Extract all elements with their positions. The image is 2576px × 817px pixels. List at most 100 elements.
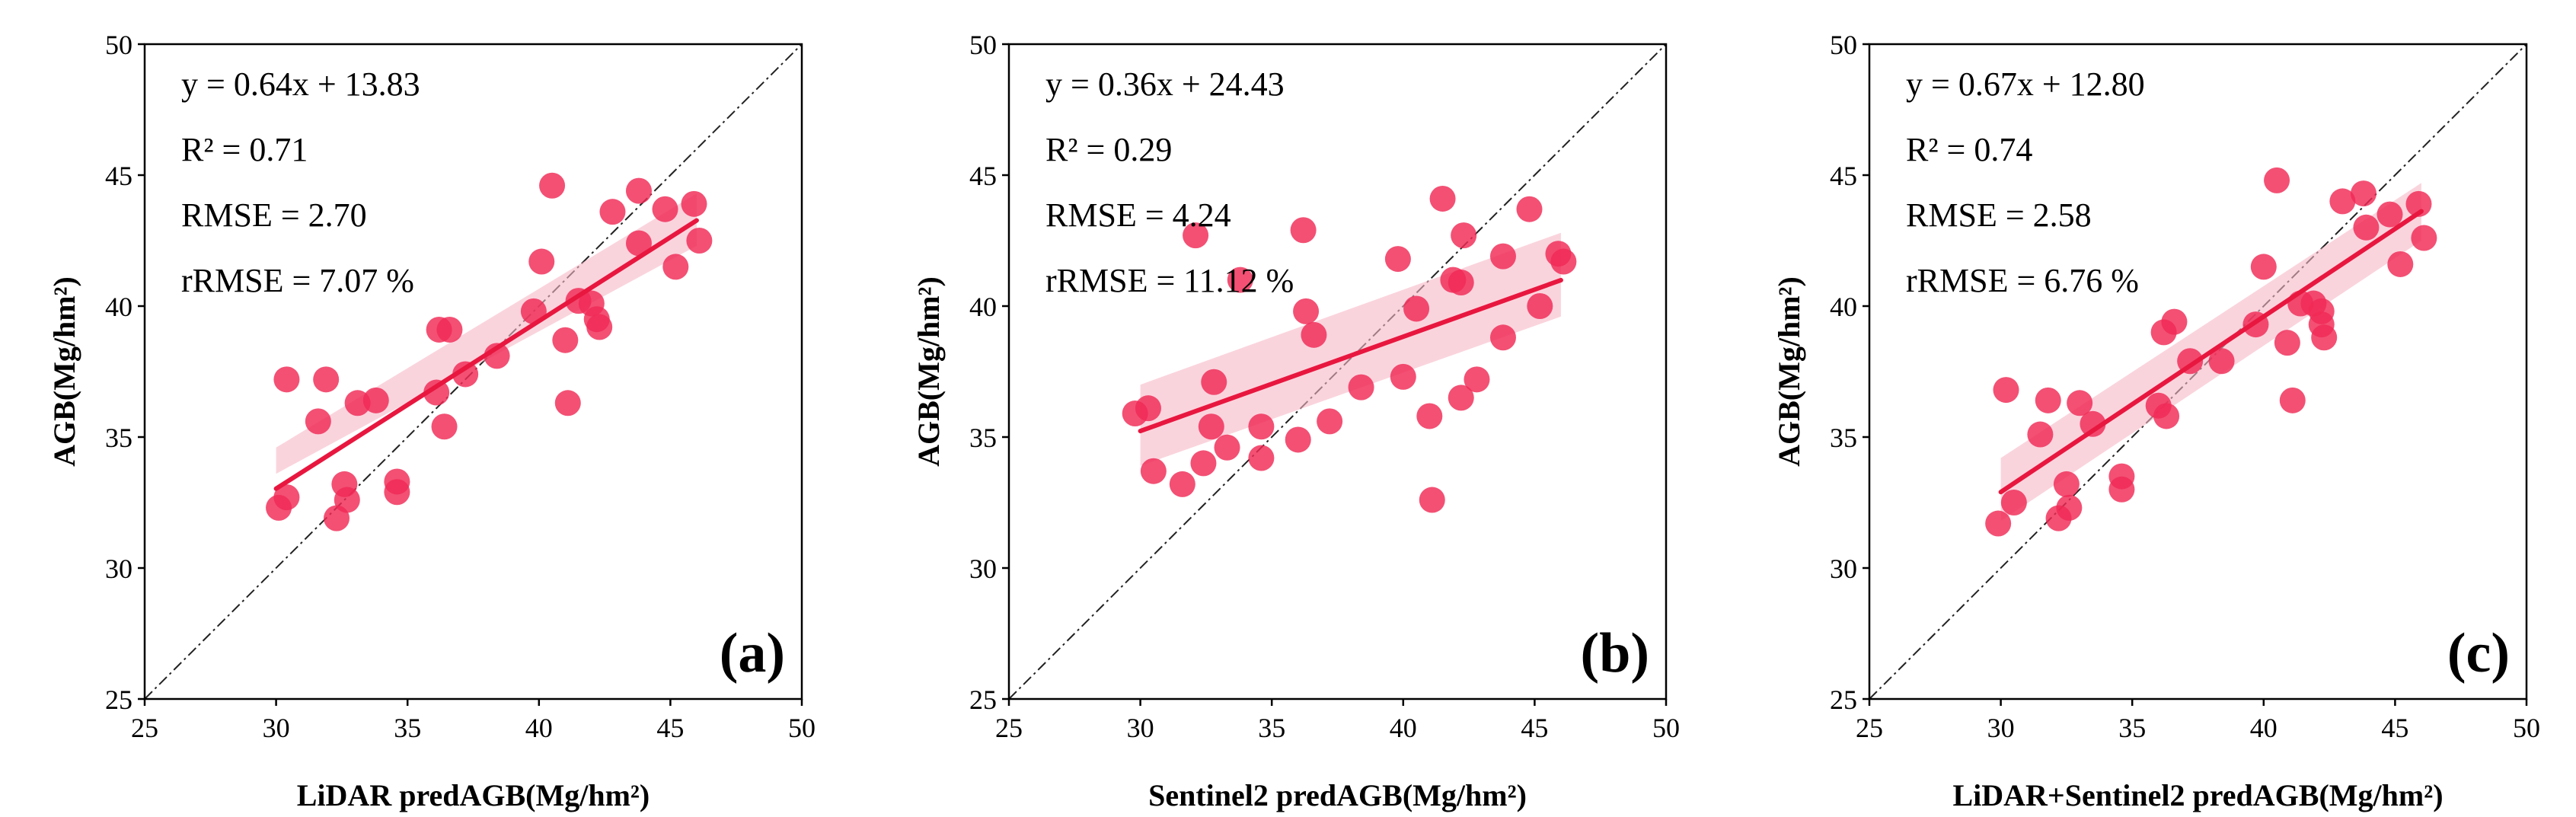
x-tick-label: 35 bbox=[394, 713, 421, 743]
data-point bbox=[681, 190, 707, 217]
data-point bbox=[1416, 403, 1443, 429]
x-tick-label: 35 bbox=[1258, 713, 1285, 743]
y-tick-label: 30 bbox=[105, 554, 132, 584]
stat-line: RMSE = 2.70 bbox=[181, 196, 367, 234]
x-tick-label: 50 bbox=[2513, 713, 2540, 743]
data-point bbox=[552, 327, 579, 353]
x-tick-label: 45 bbox=[656, 713, 684, 743]
data-point bbox=[273, 366, 300, 393]
data-point bbox=[2056, 494, 2083, 521]
data-point bbox=[1214, 434, 1240, 461]
data-point bbox=[2387, 251, 2414, 277]
data-point bbox=[1464, 366, 1490, 393]
data-point bbox=[2208, 348, 2235, 375]
data-point bbox=[1248, 445, 1275, 471]
panel-label: (b) bbox=[1581, 622, 1649, 685]
data-point bbox=[1248, 413, 1275, 440]
y-tick-label: 25 bbox=[105, 685, 132, 715]
data-point bbox=[2405, 190, 2432, 217]
stat-line: rRMSE = 11.12 % bbox=[1045, 262, 1294, 299]
data-point bbox=[1993, 377, 2019, 404]
data-point bbox=[2080, 410, 2106, 437]
data-point bbox=[2274, 330, 2300, 356]
data-point bbox=[1985, 510, 2012, 537]
data-point bbox=[2329, 188, 2356, 215]
y-tick-label: 30 bbox=[969, 554, 997, 584]
y-tick-label: 45 bbox=[1830, 161, 1857, 191]
data-point bbox=[2067, 390, 2093, 416]
data-point bbox=[1190, 450, 1217, 477]
data-point bbox=[2000, 490, 2027, 515]
data-point bbox=[362, 387, 389, 413]
x-axis-title: LiDAR+Sentinel2 predAGB(Mg/hm²) bbox=[1952, 778, 2443, 812]
x-tick-label: 45 bbox=[1521, 713, 1548, 743]
data-point bbox=[334, 487, 360, 513]
data-point bbox=[1448, 385, 1474, 411]
y-tick-label: 35 bbox=[1830, 423, 1857, 453]
y-tick-label: 30 bbox=[1830, 554, 1857, 584]
data-point bbox=[1527, 293, 1553, 319]
data-point bbox=[1301, 321, 1327, 348]
x-tick-label: 40 bbox=[525, 713, 553, 743]
data-point bbox=[1201, 369, 1227, 395]
data-point bbox=[2108, 476, 2135, 503]
plot-frame bbox=[1007, 43, 1668, 701]
stat-line: RMSE = 2.58 bbox=[1906, 196, 2092, 234]
data-point bbox=[1290, 217, 1317, 244]
stat-line: y = 0.67x + 12.80 bbox=[1906, 65, 2145, 103]
data-point bbox=[1227, 266, 1253, 293]
x-tick-label: 50 bbox=[1652, 713, 1680, 743]
data-point bbox=[313, 366, 340, 393]
data-point bbox=[1451, 222, 1477, 249]
plot-frame bbox=[1868, 43, 2528, 701]
stat-line: rRMSE = 7.07 % bbox=[181, 262, 414, 299]
data-point bbox=[1489, 243, 1516, 270]
data-point bbox=[625, 177, 652, 204]
y-tick-label: 45 bbox=[105, 161, 132, 191]
data-point bbox=[1516, 196, 1543, 222]
y-tick-label: 40 bbox=[969, 292, 997, 322]
x-tick-label: 30 bbox=[1987, 713, 2015, 743]
x-axis-title: LiDAR predAGB(Mg/hm²) bbox=[297, 778, 650, 812]
data-point bbox=[625, 230, 652, 257]
scatter-panel-2: 25 30 35 40 45 50 25 30 35 40 45 50 Sentinel2 predAG… bbox=[911, 30, 1680, 812]
data-point bbox=[2376, 201, 2403, 228]
data-point bbox=[2027, 421, 2054, 448]
data-point bbox=[2353, 214, 2380, 241]
data-point bbox=[452, 361, 479, 388]
data-point bbox=[2264, 167, 2290, 193]
y-tick-label: 25 bbox=[1830, 685, 1857, 715]
data-point bbox=[2053, 471, 2080, 497]
data-point bbox=[423, 379, 450, 406]
data-point bbox=[384, 479, 410, 506]
data-point bbox=[1140, 458, 1167, 484]
data-point bbox=[599, 199, 626, 225]
data-point bbox=[1285, 426, 1311, 453]
data-point bbox=[2161, 308, 2188, 335]
data-point bbox=[436, 316, 463, 343]
x-tick-label: 40 bbox=[2250, 713, 2278, 743]
y-tick-label: 25 bbox=[969, 685, 997, 715]
x-tick-label: 45 bbox=[2381, 713, 2408, 743]
data-point bbox=[1390, 363, 1416, 390]
y-tick-label: 35 bbox=[969, 423, 997, 453]
panel-label: (c) bbox=[2447, 622, 2510, 685]
panel-label: (a) bbox=[720, 622, 785, 685]
data-point bbox=[652, 196, 678, 222]
data-point bbox=[528, 248, 555, 275]
data-point bbox=[1448, 270, 1474, 296]
y-tick-label: 50 bbox=[105, 30, 132, 60]
x-tick-label: 35 bbox=[2118, 713, 2146, 743]
data-point bbox=[586, 314, 613, 340]
x-tick-label: 30 bbox=[263, 713, 290, 743]
data-point bbox=[1135, 395, 1161, 422]
data-point bbox=[1198, 413, 1224, 440]
data-point bbox=[1550, 248, 1577, 275]
data-point bbox=[539, 172, 566, 199]
y-tick-label: 45 bbox=[969, 161, 997, 191]
x-axis-title: Sentinel2 predAGB(Mg/hm²) bbox=[1148, 778, 1527, 812]
plot-frame bbox=[143, 43, 803, 701]
x-tick-label: 25 bbox=[1856, 713, 1883, 743]
data-point bbox=[554, 390, 581, 416]
